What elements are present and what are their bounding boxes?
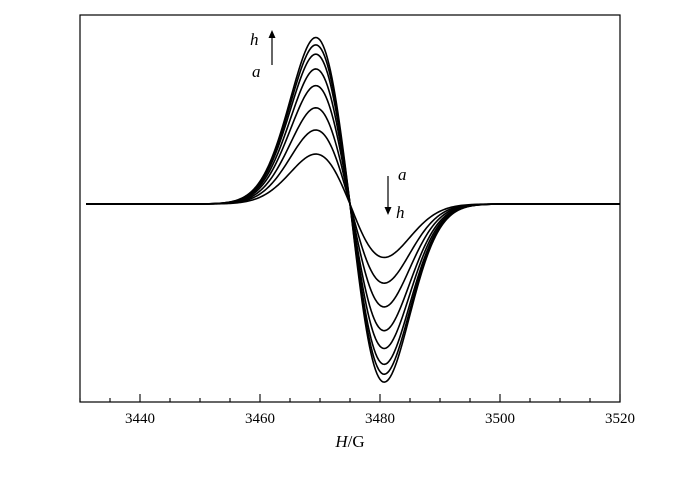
series-group	[86, 36, 620, 383]
x-axis-label-unit: /G	[348, 432, 365, 451]
annotation-right-top: a	[398, 165, 407, 184]
x-axis-label-symbol: H	[334, 432, 349, 451]
x-tick-label: 3460	[245, 411, 275, 427]
epr-spectrum-line-2	[86, 129, 620, 284]
arrow-down-icon	[384, 207, 392, 215]
x-tick-label: 3440	[125, 411, 155, 427]
annotation-left-bottom: a	[252, 62, 261, 81]
annotation-left-top: h	[250, 30, 259, 49]
x-ticks: 3440 3460 3480 3500 3520	[79, 394, 635, 427]
arrow-up-icon	[268, 30, 276, 38]
epr-spectrum-line-8	[86, 36, 620, 383]
epr-spectrum-line-6	[86, 53, 620, 366]
x-tick-label: 3500	[485, 411, 515, 427]
svg-text:H/G: H/G	[334, 432, 364, 451]
x-axis-label: H/G	[334, 432, 364, 451]
epr-spectrum-line-1	[86, 153, 620, 259]
x-tick-label: 3520	[605, 411, 635, 427]
annotation-left: h a	[250, 30, 276, 81]
annotation-right: a h	[384, 165, 407, 222]
epr-spectrum-line-3	[86, 107, 620, 308]
x-tick-label: 3480	[365, 411, 395, 427]
epr-spectrum-line-5	[86, 68, 620, 350]
annotation-right-bottom: h	[396, 203, 405, 222]
epr-spectrum-line-4	[86, 84, 620, 332]
